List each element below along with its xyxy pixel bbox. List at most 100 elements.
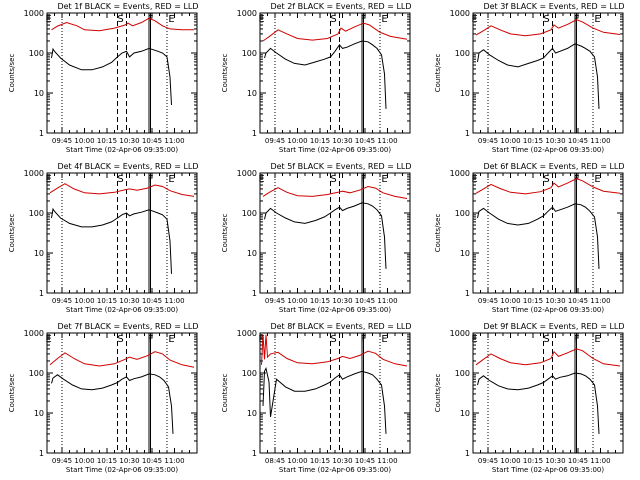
marker-label: E (594, 174, 600, 185)
events-series-line (51, 373, 174, 434)
panel-2: Det 2f BLACK = Events, RED = LLD 1 10 100 10… (221, 2, 412, 154)
x-tick-label: 11:00 (164, 137, 184, 145)
plot-frame (259, 172, 411, 294)
panel-title: Det 8f BLACK = Events, RED = LLD (270, 322, 411, 331)
y-tick-label: 1 (39, 289, 44, 298)
panel-title: Det 1f BLACK = Events, RED = LLD (57, 2, 198, 11)
panel-title: Det 7f BLACK = Events, RED = LLD (57, 322, 198, 331)
x-axis-label: Start Time (02-Apr-06 09:35:00) (66, 146, 178, 154)
marker-label: E (168, 334, 174, 345)
y-tick-label: 1 (252, 289, 257, 298)
x-tick-label: 10:15 (310, 297, 330, 305)
y-tick-label: 1000 (450, 329, 470, 338)
panel-9: Det 9f BLACK = Events, RED = LLD 1 10 100 10… (434, 322, 625, 474)
y-tick-label: 10 (247, 409, 257, 418)
plot-frame (46, 12, 198, 134)
marker-label: E (471, 334, 477, 345)
x-tick-label: 09:45 (52, 457, 72, 465)
y-axis-label: Counts/sec (221, 214, 229, 253)
x-axis-label: Start Time (02-Apr-06 09:35:00) (279, 306, 391, 314)
y-tick-label: 10 (460, 249, 470, 258)
y-tick-label: 10 (34, 89, 44, 98)
events-series-line (264, 40, 387, 109)
y-tick-label: 10 (460, 409, 470, 418)
x-tick-label: 11:00 (590, 457, 610, 465)
panel-7: Det 7f BLACK = Events, RED = LLD 1 10 100 10… (8, 322, 199, 474)
marker-label: E (381, 334, 387, 345)
marker-label: F (148, 14, 154, 25)
marker-label: E (168, 14, 174, 25)
lld-series-line (475, 348, 621, 367)
y-tick-label: 1000 (24, 169, 44, 178)
marker-label: S (117, 334, 123, 345)
x-tick-label: 11:00 (164, 297, 184, 305)
marker-label: S (543, 14, 549, 25)
x-axis-label: Start Time (02-Apr-06 09:35:00) (66, 306, 178, 314)
y-tick-label: 10 (34, 409, 44, 418)
marker-label: F (361, 14, 367, 25)
plot-frame (472, 332, 624, 454)
x-tick-label: 10:30 (332, 457, 352, 465)
x-axis-label: Start Time (02-Apr-06 09:35:00) (492, 306, 604, 314)
marker-label: S (543, 174, 549, 185)
events-series-line (51, 207, 172, 274)
x-tick-label: 08:45 (265, 457, 285, 465)
y-tick-label: 100 (29, 209, 44, 218)
y-tick-label: 100 (29, 49, 44, 58)
y-axis-label: Counts/sec (8, 54, 16, 93)
x-tick-label: 10:30 (545, 137, 565, 145)
x-tick-label: 10:45 (142, 297, 162, 305)
marker-label: F (361, 334, 367, 345)
panel-5: Det 5f BLACK = Events, RED = LLD 1 10 100 10… (221, 162, 412, 314)
x-axis-label: Start Time (02-Apr-06 09:35:00) (492, 466, 604, 474)
x-tick-label: 11:00 (377, 137, 397, 145)
lld-series-line (49, 183, 195, 197)
x-tick-label: 09:45 (52, 297, 72, 305)
marker-label: S (543, 334, 549, 345)
events-series-line (477, 203, 600, 269)
x-tick-label: 09:45 (265, 137, 285, 145)
x-tick-label: 11:00 (377, 457, 397, 465)
panel-6: Det 6f BLACK = Events, RED = LLD 1 10 100 10… (434, 162, 625, 314)
events-series-line (477, 43, 600, 109)
marker-label: F (361, 174, 367, 185)
x-tick-label: 09:45 (478, 137, 498, 145)
y-tick-label: 1 (465, 129, 470, 138)
plot-frame (46, 332, 198, 454)
panel-title: Det 3f BLACK = Events, RED = LLD (483, 2, 624, 11)
panel-8: Det 8f BLACK = Events, RED = LLD 1 10 100 10… (221, 322, 412, 474)
x-tick-label: 11:00 (377, 297, 397, 305)
events-series-line (477, 372, 600, 434)
x-tick-label: 10:45 (568, 137, 588, 145)
panel-title: Det 9f BLACK = Events, RED = LLD (483, 322, 624, 331)
x-tick-label: 10:45 (568, 297, 588, 305)
x-tick-label: 10:15 (97, 137, 117, 145)
y-tick-label: 10 (460, 89, 470, 98)
x-tick-label: 10:45 (355, 297, 375, 305)
y-axis-label: Counts/sec (8, 214, 16, 253)
x-tick-label: 09:45 (265, 297, 285, 305)
x-tick-label: 11:00 (164, 457, 184, 465)
marker-label: E (45, 334, 51, 345)
x-tick-label: 10:30 (332, 297, 352, 305)
x-tick-label: 10:30 (545, 457, 565, 465)
y-tick-label: 10 (247, 249, 257, 258)
y-tick-label: 100 (242, 209, 257, 218)
y-axis-label: Counts/sec (8, 374, 16, 413)
panel-1: Det 1f BLACK = Events, RED = LLD 1 10 100 10… (8, 2, 199, 154)
lld-series-line (262, 185, 408, 199)
lld-series-line (475, 178, 621, 195)
x-tick-label: 09:45 (478, 297, 498, 305)
marker-label: S (117, 174, 123, 185)
y-tick-label: 1000 (237, 329, 257, 338)
x-tick-label: 10:00 (287, 297, 307, 305)
x-tick-label: 10:45 (568, 457, 588, 465)
y-axis-label: Counts/sec (221, 54, 229, 93)
x-tick-label: 10:00 (287, 457, 307, 465)
marker-label: E (594, 334, 600, 345)
marker-label: F (148, 334, 154, 345)
y-tick-label: 100 (29, 369, 44, 378)
x-tick-label: 10:45 (355, 137, 375, 145)
lld-series-line (262, 22, 408, 42)
